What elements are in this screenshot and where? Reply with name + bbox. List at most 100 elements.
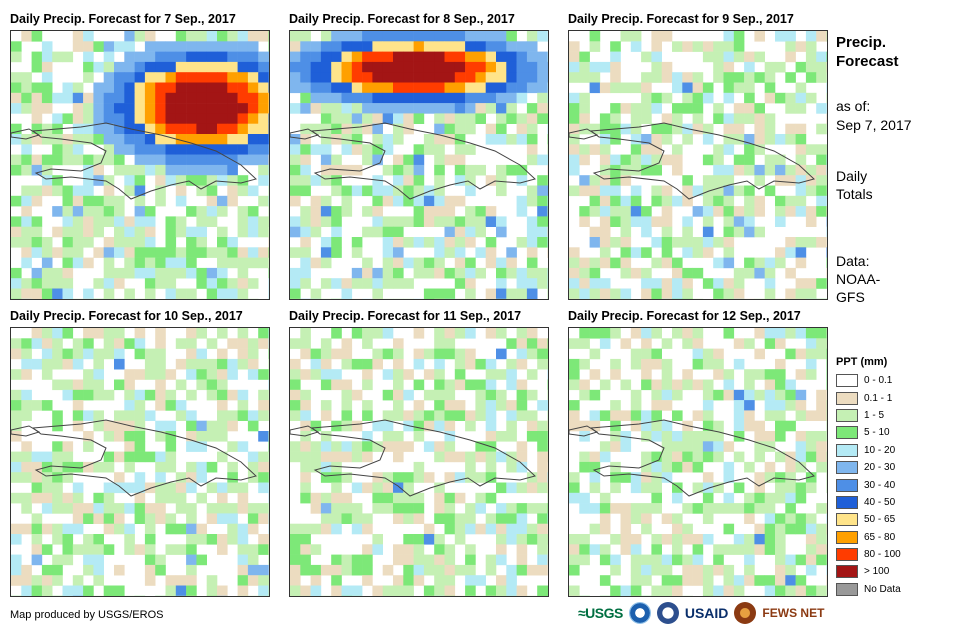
precip-cell bbox=[526, 61, 538, 73]
precip-cell bbox=[661, 134, 673, 145]
precip-cell bbox=[362, 31, 373, 42]
precip-cell bbox=[816, 185, 827, 197]
precip-cell bbox=[217, 369, 228, 380]
precip-cell bbox=[165, 420, 177, 432]
precip-cell bbox=[341, 379, 353, 391]
precip-cell bbox=[31, 575, 43, 586]
precip-cell bbox=[331, 103, 342, 114]
precip-cell bbox=[217, 431, 228, 442]
precip-cell bbox=[526, 278, 538, 289]
precip-cell bbox=[93, 92, 104, 104]
precip-cell bbox=[206, 431, 218, 442]
precip-cell bbox=[537, 441, 548, 452]
precip-cell bbox=[237, 564, 249, 576]
precip-cell bbox=[805, 41, 817, 52]
precip-cell bbox=[114, 123, 125, 135]
precip-cell bbox=[620, 216, 632, 227]
precip-cell bbox=[723, 226, 735, 238]
precip-cell bbox=[682, 216, 693, 227]
precip-cell bbox=[217, 144, 228, 155]
precip-cell bbox=[434, 564, 445, 576]
precip-cell bbox=[641, 134, 652, 145]
precip-cell bbox=[651, 134, 662, 145]
precip-cell bbox=[754, 534, 765, 545]
precip-cell bbox=[454, 41, 466, 52]
precip-cell bbox=[206, 513, 218, 524]
precip-cell bbox=[217, 206, 228, 217]
precip-cell bbox=[775, 420, 786, 432]
precip-cell bbox=[537, 154, 548, 166]
precip-cell bbox=[268, 348, 269, 360]
precip-cell bbox=[805, 51, 817, 63]
precip-cell bbox=[764, 267, 776, 279]
precip-cell bbox=[620, 247, 632, 258]
precip-cell bbox=[93, 103, 104, 114]
precip-cell bbox=[496, 216, 507, 227]
precip-cell bbox=[320, 61, 332, 73]
precip-cell bbox=[444, 420, 456, 432]
precip-cell bbox=[610, 175, 621, 186]
precip-cell bbox=[300, 61, 311, 73]
precip-cell bbox=[206, 389, 218, 401]
precip-cell bbox=[620, 585, 632, 596]
precip-cell bbox=[310, 206, 322, 217]
precip-cell bbox=[134, 31, 146, 42]
precip-cell bbox=[331, 226, 342, 238]
precip-cell bbox=[362, 410, 373, 421]
precip-cell bbox=[155, 461, 166, 473]
precip-cell bbox=[268, 358, 269, 370]
precip-cell bbox=[124, 451, 135, 463]
precip-cell bbox=[196, 226, 207, 238]
precip-cell bbox=[826, 247, 827, 258]
precip-cell bbox=[372, 267, 383, 279]
precip-cell bbox=[692, 410, 704, 421]
precip-cell bbox=[723, 113, 735, 124]
precip-cell bbox=[382, 503, 394, 514]
precip-cell bbox=[11, 472, 22, 483]
precip-cell bbox=[413, 216, 425, 227]
precip-cell bbox=[682, 369, 693, 380]
precip-cell bbox=[134, 257, 146, 269]
precip-cell bbox=[31, 61, 43, 73]
precip-cell bbox=[403, 441, 414, 452]
precip-cell bbox=[290, 267, 301, 279]
precip-cell bbox=[413, 195, 425, 207]
forecast-map-2 bbox=[289, 30, 549, 300]
precip-cell bbox=[754, 123, 765, 135]
precip-cell bbox=[41, 400, 53, 411]
precip-cell bbox=[83, 348, 94, 360]
precip-cell bbox=[444, 267, 456, 279]
precip-cell bbox=[196, 472, 207, 483]
precip-cell bbox=[733, 185, 745, 197]
precip-cell bbox=[630, 400, 642, 411]
precip-cell bbox=[382, 134, 394, 145]
precip-cell bbox=[258, 328, 269, 339]
precip-cell bbox=[72, 585, 84, 596]
precip-cell bbox=[165, 431, 177, 442]
precip-cell bbox=[393, 103, 404, 114]
precip-cell bbox=[144, 348, 156, 360]
precip-cell bbox=[465, 103, 476, 114]
precip-cell bbox=[569, 267, 580, 279]
precip-cell bbox=[816, 144, 827, 155]
precip-cell bbox=[423, 92, 435, 104]
precip-cell bbox=[444, 288, 456, 299]
precip-cell bbox=[217, 195, 228, 207]
precip-cell bbox=[589, 185, 601, 197]
precip-cell bbox=[206, 195, 218, 207]
precip-cell bbox=[733, 206, 745, 217]
precip-cell bbox=[268, 237, 269, 248]
precip-cell bbox=[83, 51, 94, 63]
precip-cell bbox=[620, 513, 632, 524]
precip-cell bbox=[547, 369, 548, 380]
precip-cell bbox=[41, 51, 53, 63]
precip-cell bbox=[630, 82, 642, 94]
precip-cell bbox=[268, 544, 269, 555]
legend-swatch bbox=[836, 374, 858, 388]
precip-cell bbox=[258, 369, 269, 380]
precip-cell bbox=[237, 61, 249, 73]
precip-cell bbox=[434, 328, 445, 339]
precip-cell bbox=[258, 175, 269, 186]
precip-cell bbox=[196, 237, 207, 248]
precip-cell bbox=[516, 554, 528, 566]
